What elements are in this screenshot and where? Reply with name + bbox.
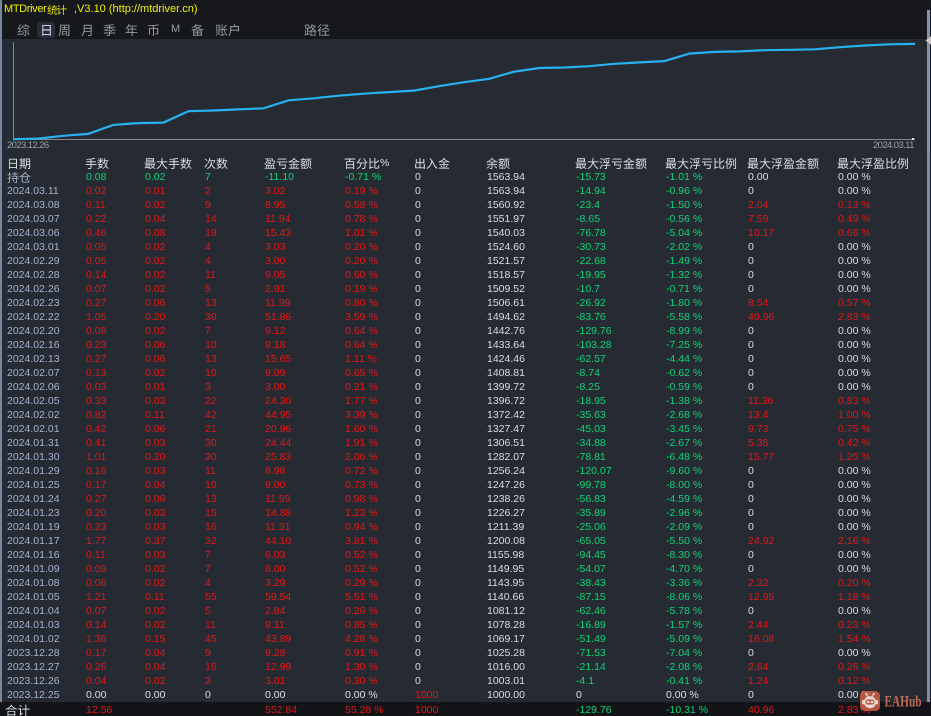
svg-text:EAHub: EAHub [885, 694, 922, 711]
